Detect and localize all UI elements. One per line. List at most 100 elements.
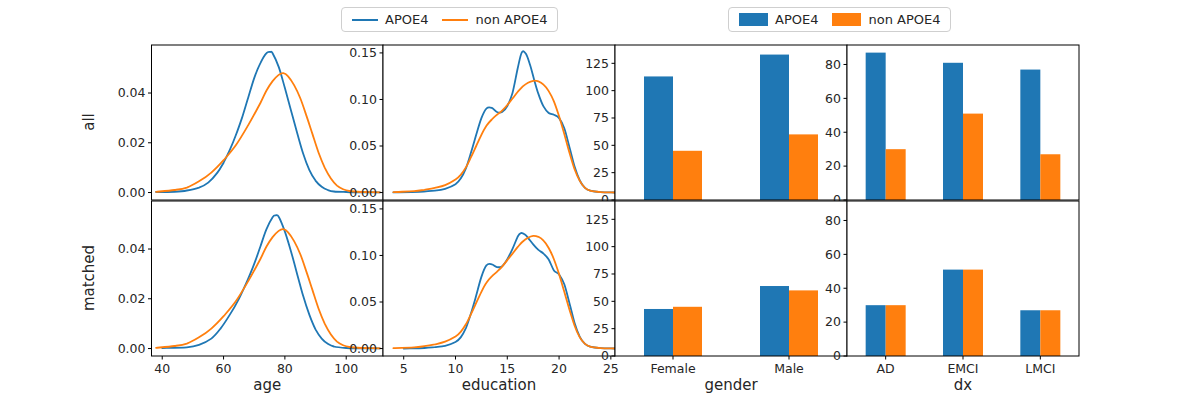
bar-emci-non-apoe4 (963, 114, 983, 200)
y-tick-label: 0.00 (118, 185, 146, 200)
y-tick-label: 0.04 (118, 241, 146, 256)
y-tick-label: 0.04 (118, 85, 146, 100)
x-axis-label: age (253, 376, 281, 394)
bar-emci-apoe4 (943, 270, 963, 356)
y-tick-label: 0 (833, 348, 841, 363)
y-tick-label: 0.15 (349, 45, 377, 60)
subplot-matched-education: 0.00 0.05 0.10 0.15 5 10 15 20 25 education (349, 201, 619, 394)
y-tick-label: 40 (825, 125, 841, 140)
y-tick-label: 60 (825, 247, 841, 262)
legend-label-apoe4: APOE4 (775, 12, 818, 27)
y-tick-label: 50 (593, 138, 609, 153)
bar-male-apoe4 (760, 286, 789, 356)
subplot-all-gender: 0255075100125 (585, 45, 847, 207)
y-tick-label: 0.02 (118, 291, 146, 306)
y-tick-label: 0.10 (349, 248, 377, 263)
bar-lmci-non-apoe4 (1040, 154, 1060, 200)
y-tick-label: 0.10 (349, 92, 377, 107)
legend-item-apoe4-line: APOE4 (352, 12, 428, 27)
y-tick-label: 50 (593, 294, 609, 309)
x-tick-label: Male (774, 361, 804, 376)
y-tick-label: 0.00 (118, 341, 146, 356)
x-tick-label: 80 (277, 361, 293, 376)
row-label-matched: matched (80, 245, 98, 311)
subplot-matched-gender: 0 25 50 75 100 125 Female Male gender (585, 201, 847, 394)
apoe4-line-swatch (352, 19, 378, 21)
bar-male-non-apoe4 (789, 290, 818, 356)
row-label-all: all (80, 113, 98, 131)
bar-female-non-apoe4 (673, 307, 702, 356)
subplot-all-dx: 020406080 (825, 45, 1079, 207)
figure: 0.000.020.040.000.050.100.15025507510012… (0, 0, 1200, 400)
x-tick-label: 15 (499, 361, 515, 376)
y-tick-label: 0.05 (349, 138, 377, 153)
x-tick-label: 40 (154, 361, 170, 376)
y-tick-label: 125 (585, 56, 609, 71)
bar-lmci-non-apoe4 (1040, 310, 1060, 356)
y-tick-label: 125 (585, 212, 609, 227)
y-tick-label: 0.00 (349, 341, 377, 356)
legend-label-non-apoe4: non APOE4 (475, 12, 547, 27)
legend-item-non-apoe4-bar: non APOE4 (832, 12, 940, 27)
x-tick-label: 5 (400, 361, 408, 376)
y-tick-label: 40 (825, 281, 841, 296)
legend-label-apoe4: APOE4 (385, 12, 428, 27)
bar-female-apoe4 (644, 76, 673, 200)
x-tick-label: 20 (551, 361, 567, 376)
bar-ad-apoe4 (866, 305, 886, 356)
y-tick-label: 20 (825, 314, 841, 329)
plots-canvas: 0.000.020.040.000.050.100.15025507510012… (0, 0, 1200, 400)
y-tick-label: 0.15 (349, 201, 377, 216)
bar-male-non-apoe4 (789, 134, 818, 200)
y-tick-label: 25 (593, 321, 609, 336)
y-tick-label: 20 (825, 158, 841, 173)
y-tick-label: 0.00 (349, 185, 377, 200)
y-tick-label: 0.02 (118, 135, 146, 150)
legend-item-apoe4-bar: APOE4 (739, 12, 818, 27)
subplot-matched-age: 0.00 0.02 0.04 40 60 80 100 age (118, 201, 383, 394)
x-tick-label: 100 (334, 361, 358, 376)
non-apoe4-bar-swatch (832, 13, 861, 26)
legend-item-non-apoe4-line: non APOE4 (442, 12, 547, 27)
bar-female-non-apoe4 (673, 151, 702, 200)
legend-bars: APOE4 non APOE4 (728, 7, 951, 32)
subplot-all-age: 0.00 0.02 0.04 (118, 45, 383, 200)
y-tick-label: 75 (593, 266, 609, 281)
non-apoe4-line-swatch (442, 19, 468, 21)
y-tick-label: 0.05 (349, 294, 377, 309)
y-tick-label: 0 (601, 348, 609, 363)
bar-ad-non-apoe4 (886, 149, 906, 200)
bar-female-apoe4 (644, 309, 673, 356)
y-tick-label: 80 (825, 57, 841, 72)
x-tick-label: AD (877, 361, 895, 376)
legend-label-non-apoe4: non APOE4 (868, 12, 940, 27)
x-tick-label: 10 (448, 361, 464, 376)
y-tick-label: 100 (585, 83, 609, 98)
bar-ad-non-apoe4 (886, 305, 906, 356)
axes-background (152, 201, 384, 356)
legend-lines: APOE4 non APOE4 (341, 7, 558, 32)
x-tick-label: EMCI (947, 361, 978, 376)
x-axis-label: education (462, 376, 536, 394)
bar-emci-non-apoe4 (963, 270, 983, 356)
x-tick-label: 60 (216, 361, 232, 376)
axes-background (383, 201, 615, 356)
y-tick-label: 60 (825, 91, 841, 106)
x-axis-label: gender (704, 376, 758, 394)
x-tick-label: LMCI (1025, 361, 1055, 376)
y-tick-label: 100 (585, 239, 609, 254)
axes-background (152, 45, 384, 200)
bar-emci-apoe4 (943, 63, 963, 200)
axes-background (383, 45, 615, 200)
y-tick-label: 80 (825, 213, 841, 228)
y-tick-label: 25 (593, 165, 609, 180)
bar-lmci-apoe4 (1020, 70, 1040, 200)
bar-ad-apoe4 (866, 53, 886, 200)
subplot-all-education: 0.00 0.05 0.10 0.15 (349, 45, 615, 200)
apoe4-bar-swatch (739, 13, 768, 26)
bar-lmci-apoe4 (1020, 310, 1040, 356)
x-axis-label: dx (954, 376, 973, 394)
x-tick-label: Female (650, 361, 696, 376)
subplot-matched-dx: 0 20 40 60 80 AD EMCI LMCI dx (825, 201, 1079, 394)
bar-male-apoe4 (760, 55, 789, 200)
